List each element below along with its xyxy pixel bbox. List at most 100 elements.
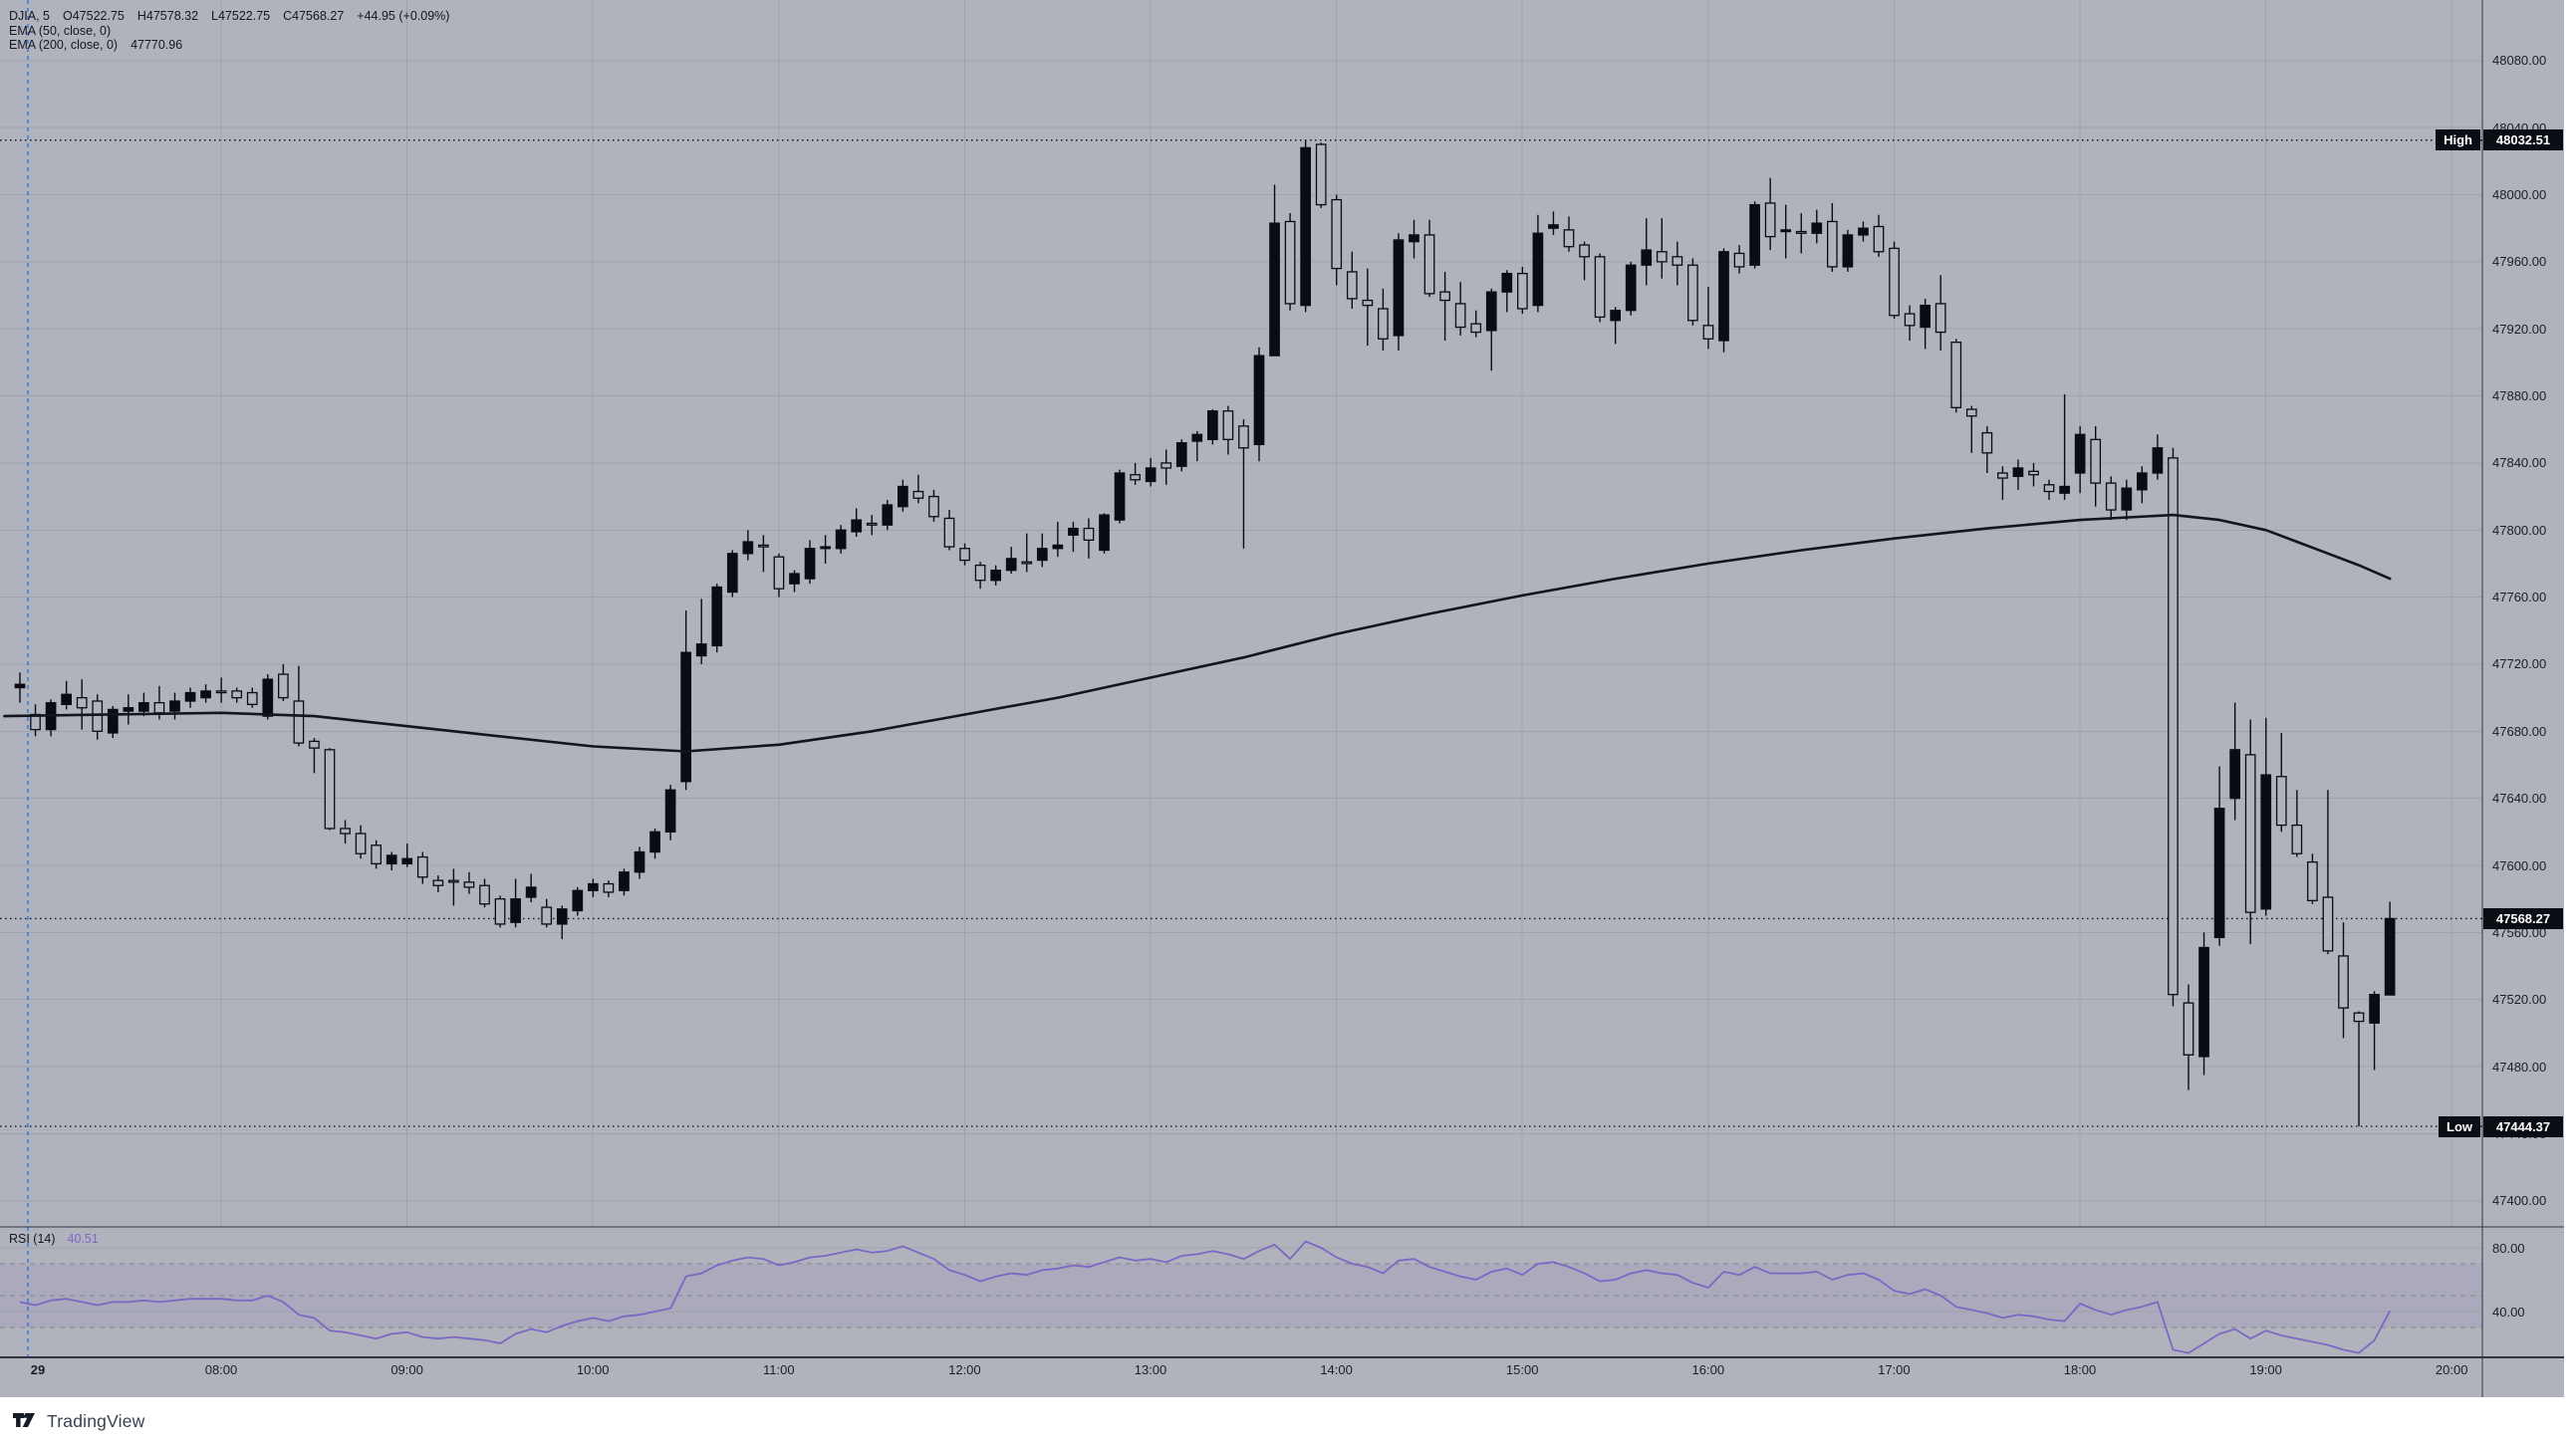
candle-body <box>711 586 723 647</box>
time-tick-label: 16:00 <box>1691 1362 1725 1377</box>
time-tick-label: 17:00 <box>1878 1362 1911 1377</box>
candle-body <box>1656 251 1668 263</box>
candle-body <box>1563 229 1575 248</box>
candle-body <box>1114 472 1126 521</box>
time-tick-label: 20:00 <box>2435 1362 2468 1377</box>
candle-body <box>1485 291 1497 332</box>
chart-canvas[interactable] <box>0 0 2564 1397</box>
high-label-chip: High <box>2436 129 2480 151</box>
ema50-row[interactable]: EMA (50, close, 0) <box>9 23 449 39</box>
candle-body <box>448 879 459 883</box>
candle-body <box>1780 229 1792 233</box>
candle-body <box>123 707 134 712</box>
candle-body <box>2043 484 2055 493</box>
time-tick-label: 09:00 <box>390 1362 423 1377</box>
candle-body <box>2090 438 2102 484</box>
candle-body <box>2121 487 2133 511</box>
candle-body <box>974 564 986 582</box>
price-tick-label: 47480.00 <box>2492 1059 2547 1075</box>
rsi-label[interactable]: RSI (14) <box>9 1232 56 1246</box>
rsi-legend[interactable]: RSI (14) 40.51 <box>9 1232 99 1246</box>
candle-body <box>1160 462 1172 469</box>
price-tick-label: 47720.00 <box>2492 656 2547 672</box>
candle-body <box>1594 256 1606 319</box>
candle-body <box>1439 291 1450 302</box>
day-tick-label: 29 <box>30 1362 46 1377</box>
candle-body <box>1579 244 1590 258</box>
candle-body <box>1920 304 1931 329</box>
candle-body <box>1300 146 1311 307</box>
candle-body <box>92 700 104 732</box>
time-tick-label: 10:00 <box>576 1362 610 1377</box>
candle-body <box>2012 467 2024 478</box>
ema200-label[interactable]: EMA (200, close, 0) <box>9 38 119 52</box>
candle-body <box>789 573 800 585</box>
candle-body <box>943 517 955 548</box>
candle-body <box>804 548 816 580</box>
candle-body <box>2168 457 2179 996</box>
candle-body <box>2322 896 2334 952</box>
candle-body <box>107 708 119 734</box>
low-price-badge: 47444.37 <box>2483 1115 2563 1137</box>
candle-body <box>1238 425 1249 449</box>
candle-body <box>2105 482 2117 511</box>
candle-body <box>246 691 258 706</box>
candle-body <box>525 886 537 898</box>
candle-body <box>1950 342 1962 408</box>
change-value: +44.95 (+0.09%) <box>357 9 450 23</box>
candle-body <box>1130 474 1141 481</box>
price-tick-label: 47880.00 <box>2492 388 2547 404</box>
candle-body <box>1965 408 1977 417</box>
candle-body <box>742 541 754 555</box>
ohlc-open: O47522.75 <box>63 9 125 23</box>
candle-body <box>882 504 894 526</box>
candle-body <box>1454 303 1466 329</box>
time-tick-label: 08:00 <box>204 1362 238 1377</box>
candle-body <box>851 519 863 533</box>
candle-body <box>1393 239 1405 337</box>
candle-body <box>572 889 584 912</box>
candle-body <box>2074 433 2086 474</box>
candle-body <box>1517 272 1528 310</box>
candle-body <box>494 898 506 925</box>
candle-body <box>1052 544 1064 550</box>
candle-body <box>928 495 939 518</box>
candle-body <box>1532 232 1544 307</box>
candle-body <box>138 702 149 712</box>
candle-body <box>1269 222 1280 357</box>
tradingview-logo[interactable]: TradingView <box>13 1411 145 1432</box>
candle-body <box>959 548 970 562</box>
price-tick-label: 47640.00 <box>2492 791 2547 807</box>
ema50-label[interactable]: EMA (50, close, 0) <box>9 23 112 38</box>
time-tick-label: 13:00 <box>1134 1362 1167 1377</box>
rsi-value: 40.51 <box>67 1232 99 1246</box>
candle-body <box>1331 198 1343 270</box>
rsi-line <box>19 1240 2391 1354</box>
rsi-tick-label: 40.00 <box>2492 1304 2525 1320</box>
symbol-row[interactable]: DJIA, 5 O47522.75 H47578.32 L47522.75 C47568… <box>9 9 450 24</box>
price-tick-label: 47600.00 <box>2492 857 2547 873</box>
candle-body <box>2229 749 2240 800</box>
candle-body <box>1222 410 1234 440</box>
ema200-row[interactable]: EMA (200, close, 0) 47770.96 <box>9 38 449 53</box>
candle-body <box>1718 251 1729 342</box>
candle-body <box>1795 230 1807 234</box>
price-tick-label: 48080.00 <box>2492 53 2547 69</box>
candle-body <box>758 544 769 548</box>
symbol-title[interactable]: DJIA, 5 <box>9 9 50 23</box>
candle-body <box>1021 561 1033 565</box>
price-tick-label: 47800.00 <box>2492 522 2547 538</box>
low-label-chip: Low <box>2439 1115 2480 1137</box>
candle-body <box>898 485 908 508</box>
candle-body <box>1284 220 1296 305</box>
candle-body <box>680 651 692 783</box>
candle-body <box>277 673 289 699</box>
ema200-line <box>3 513 2392 753</box>
candle-body <box>634 850 645 873</box>
legend-panel[interactable]: DJIA, 5 O47522.75 H47578.32 L47522.75 C47568… <box>9 9 450 54</box>
candle-body <box>14 683 26 689</box>
candle-body <box>1625 264 1637 312</box>
candle-body <box>866 522 878 526</box>
time-tick-label: 19:00 <box>2249 1362 2282 1377</box>
candle-body <box>1409 234 1419 243</box>
